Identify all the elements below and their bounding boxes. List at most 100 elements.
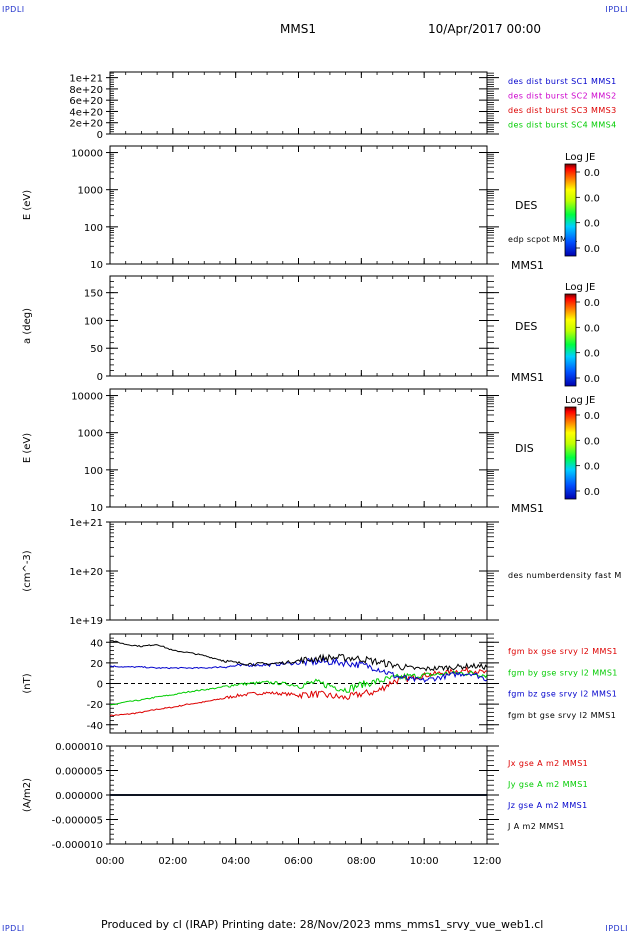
panel-magnetic-field: -40 -20 0 20 40 (nT) fgm bx gse srvy l2 MMS1 fg…: [22, 633, 618, 734]
colorbar-tick-label: 0.0: [584, 168, 600, 179]
series-line: [110, 640, 488, 672]
y-tick-label: 20: [90, 659, 103, 670]
series-line: [109, 666, 488, 717]
y-tick-label: 150: [84, 289, 103, 300]
panel-dis-energy: 10 100 1000 10000 E (eV) DIS MMS1 Log JE 0.0 0.0 0…: [22, 388, 600, 515]
plot-date: 10/Apr/2017 00:00: [428, 22, 542, 36]
legend-entry: Jz gse A m2 MMS1: [507, 801, 588, 810]
footer-credit: Produced by cl (IRAP) Printing date: 28/…: [101, 918, 544, 931]
instrument-label: DES: [515, 199, 537, 212]
corner-mark-top-left: IPDLI: [2, 5, 25, 14]
x-tick-label: 00:00: [96, 856, 125, 867]
panel-frame: [109, 145, 488, 265]
colorbar-tick-label: 0.0: [584, 462, 600, 473]
legend-entry: des dist burst SC3 MMS3: [508, 106, 617, 115]
panel-frame: [109, 71, 488, 135]
y-axis-label: (nT): [22, 673, 33, 693]
y-axis-label: (cm^-3): [22, 550, 33, 591]
colorbar-tick-label: 0.0: [584, 193, 600, 204]
legend-entry: Jx gse A m2 MMS1: [507, 759, 588, 768]
y-tick-label: 0: [97, 130, 103, 141]
x-tick-label: 06:00: [284, 856, 313, 867]
x-tick-label: 04:00: [221, 856, 250, 867]
colorbar: [564, 293, 577, 387]
y-tick-label: 0: [97, 680, 103, 691]
y-tick-label: 1e+20: [69, 567, 103, 578]
colorbar-title: Log JE: [565, 282, 595, 293]
y-tick-label: 6e+20: [69, 96, 103, 107]
x-tick-label: 02:00: [158, 856, 187, 867]
corner-mark-bottom-left: IPDLI: [2, 924, 25, 933]
y-tick-label: -0.000010: [52, 840, 103, 851]
legend-entry: J A m2 MMS1: [507, 822, 565, 831]
y-tick-label: 1e+21: [69, 74, 103, 85]
panel-frame: [109, 521, 488, 621]
instrument-label: DIS: [515, 442, 534, 455]
series-line: [110, 656, 488, 683]
y-tick-label: 0.000010: [55, 742, 103, 753]
y-tick-label: 8e+20: [69, 85, 103, 96]
legend-entry: des dist burst SC1 MMS1: [508, 77, 617, 86]
instrument-sublabel: edp scpot MMS1: [508, 235, 578, 244]
colorbar-tick-label: 0.0: [584, 374, 600, 385]
y-tick-label: 10: [90, 260, 103, 271]
panel-current-density: -0.000010 -0.000005 0.000000 0.000005 0.0000…: [22, 742, 588, 851]
y-tick-label: -20: [87, 700, 103, 711]
x-tick-label: 08:00: [347, 856, 376, 867]
legend-entry: Jy gse A m2 MMS1: [507, 780, 588, 789]
panel-des-energy: 10 100 1000 10000 E (eV) DES edp scpot MMS1 MMS…: [22, 145, 600, 272]
y-tick-label: 0.000005: [55, 767, 103, 778]
series-line: [109, 670, 488, 706]
y-tick-label: 10000: [71, 392, 103, 403]
y-tick-label: 1e+21: [69, 518, 103, 529]
corner-mark-bottom-right: IPDLI: [605, 924, 628, 933]
colorbar-tick-label: 0.0: [584, 349, 600, 360]
colorbar-tick-label: 0.0: [584, 436, 600, 447]
panel-frame: [109, 388, 488, 508]
y-tick-label: 2e+20: [69, 119, 103, 130]
y-tick-label: -0.000005: [52, 816, 103, 827]
x-tick-label: 12:00: [473, 856, 502, 867]
y-tick-label: 4e+20: [69, 107, 103, 118]
colorbar: [564, 163, 577, 257]
y-axis-label: (A/m2): [22, 778, 33, 812]
legend-entry: des dist burst SC2 MMS2: [508, 92, 617, 101]
legend-entry: fgm bz gse srvy l2 MMS1: [508, 690, 617, 699]
y-tick-label: 0.000000: [55, 791, 103, 802]
colorbar-tick-label: 0.0: [584, 219, 600, 230]
spacecraft-label: MMS1: [511, 371, 544, 384]
y-tick-label: 100: [84, 223, 103, 234]
y-tick-label: 100: [84, 466, 103, 477]
colorbar-title: Log JE: [565, 395, 595, 406]
colorbar-tick-label: 0.0: [584, 411, 600, 422]
colorbar-tick-label: 0.0: [584, 244, 600, 255]
y-tick-label: 0: [97, 372, 103, 383]
colorbar-tick-label: 0.0: [584, 298, 600, 309]
y-tick-label: 50: [90, 344, 103, 355]
legend-entry: fgm bt gse srvy l2 MMS1: [508, 711, 616, 720]
y-tick-label: 100: [84, 316, 103, 327]
y-axis-label: E (eV): [22, 190, 33, 220]
legend-entry: des dist burst SC4 MMS4: [508, 121, 617, 130]
y-tick-label: 10: [90, 503, 103, 514]
y-tick-label: 1e+19: [69, 616, 103, 627]
x-tick-label: 10:00: [410, 856, 439, 867]
legend-entry: fgm bx gse srvy l2 MMS1: [508, 647, 618, 656]
y-axis-label: E (eV): [22, 433, 33, 463]
y-tick-label: 1000: [78, 186, 103, 197]
y-tick-label: 10000: [71, 149, 103, 160]
y-tick-label: 1000: [78, 429, 103, 440]
colorbar-tick-label: 0.0: [584, 323, 600, 334]
instrument-label: DES: [515, 320, 537, 333]
panel-density: 1e+19 1e+20 1e+21 (cm^-3) des numberdensity …: [22, 518, 621, 627]
page-title: MMS1: [280, 22, 316, 36]
colorbar-title: Log JE: [565, 152, 595, 163]
colorbar-tick-label: 0.0: [584, 487, 600, 498]
y-tick-label: 40: [90, 638, 103, 649]
panel-des-pitch: 0 50 100 150 a (deg) DES MMS1 Log JE 0.0 0.0 0.0 0.…: [22, 275, 600, 387]
spacecraft-label: MMS1: [511, 259, 544, 272]
y-axis-label: a (deg): [22, 308, 33, 344]
spacecraft-label: MMS1: [511, 502, 544, 515]
